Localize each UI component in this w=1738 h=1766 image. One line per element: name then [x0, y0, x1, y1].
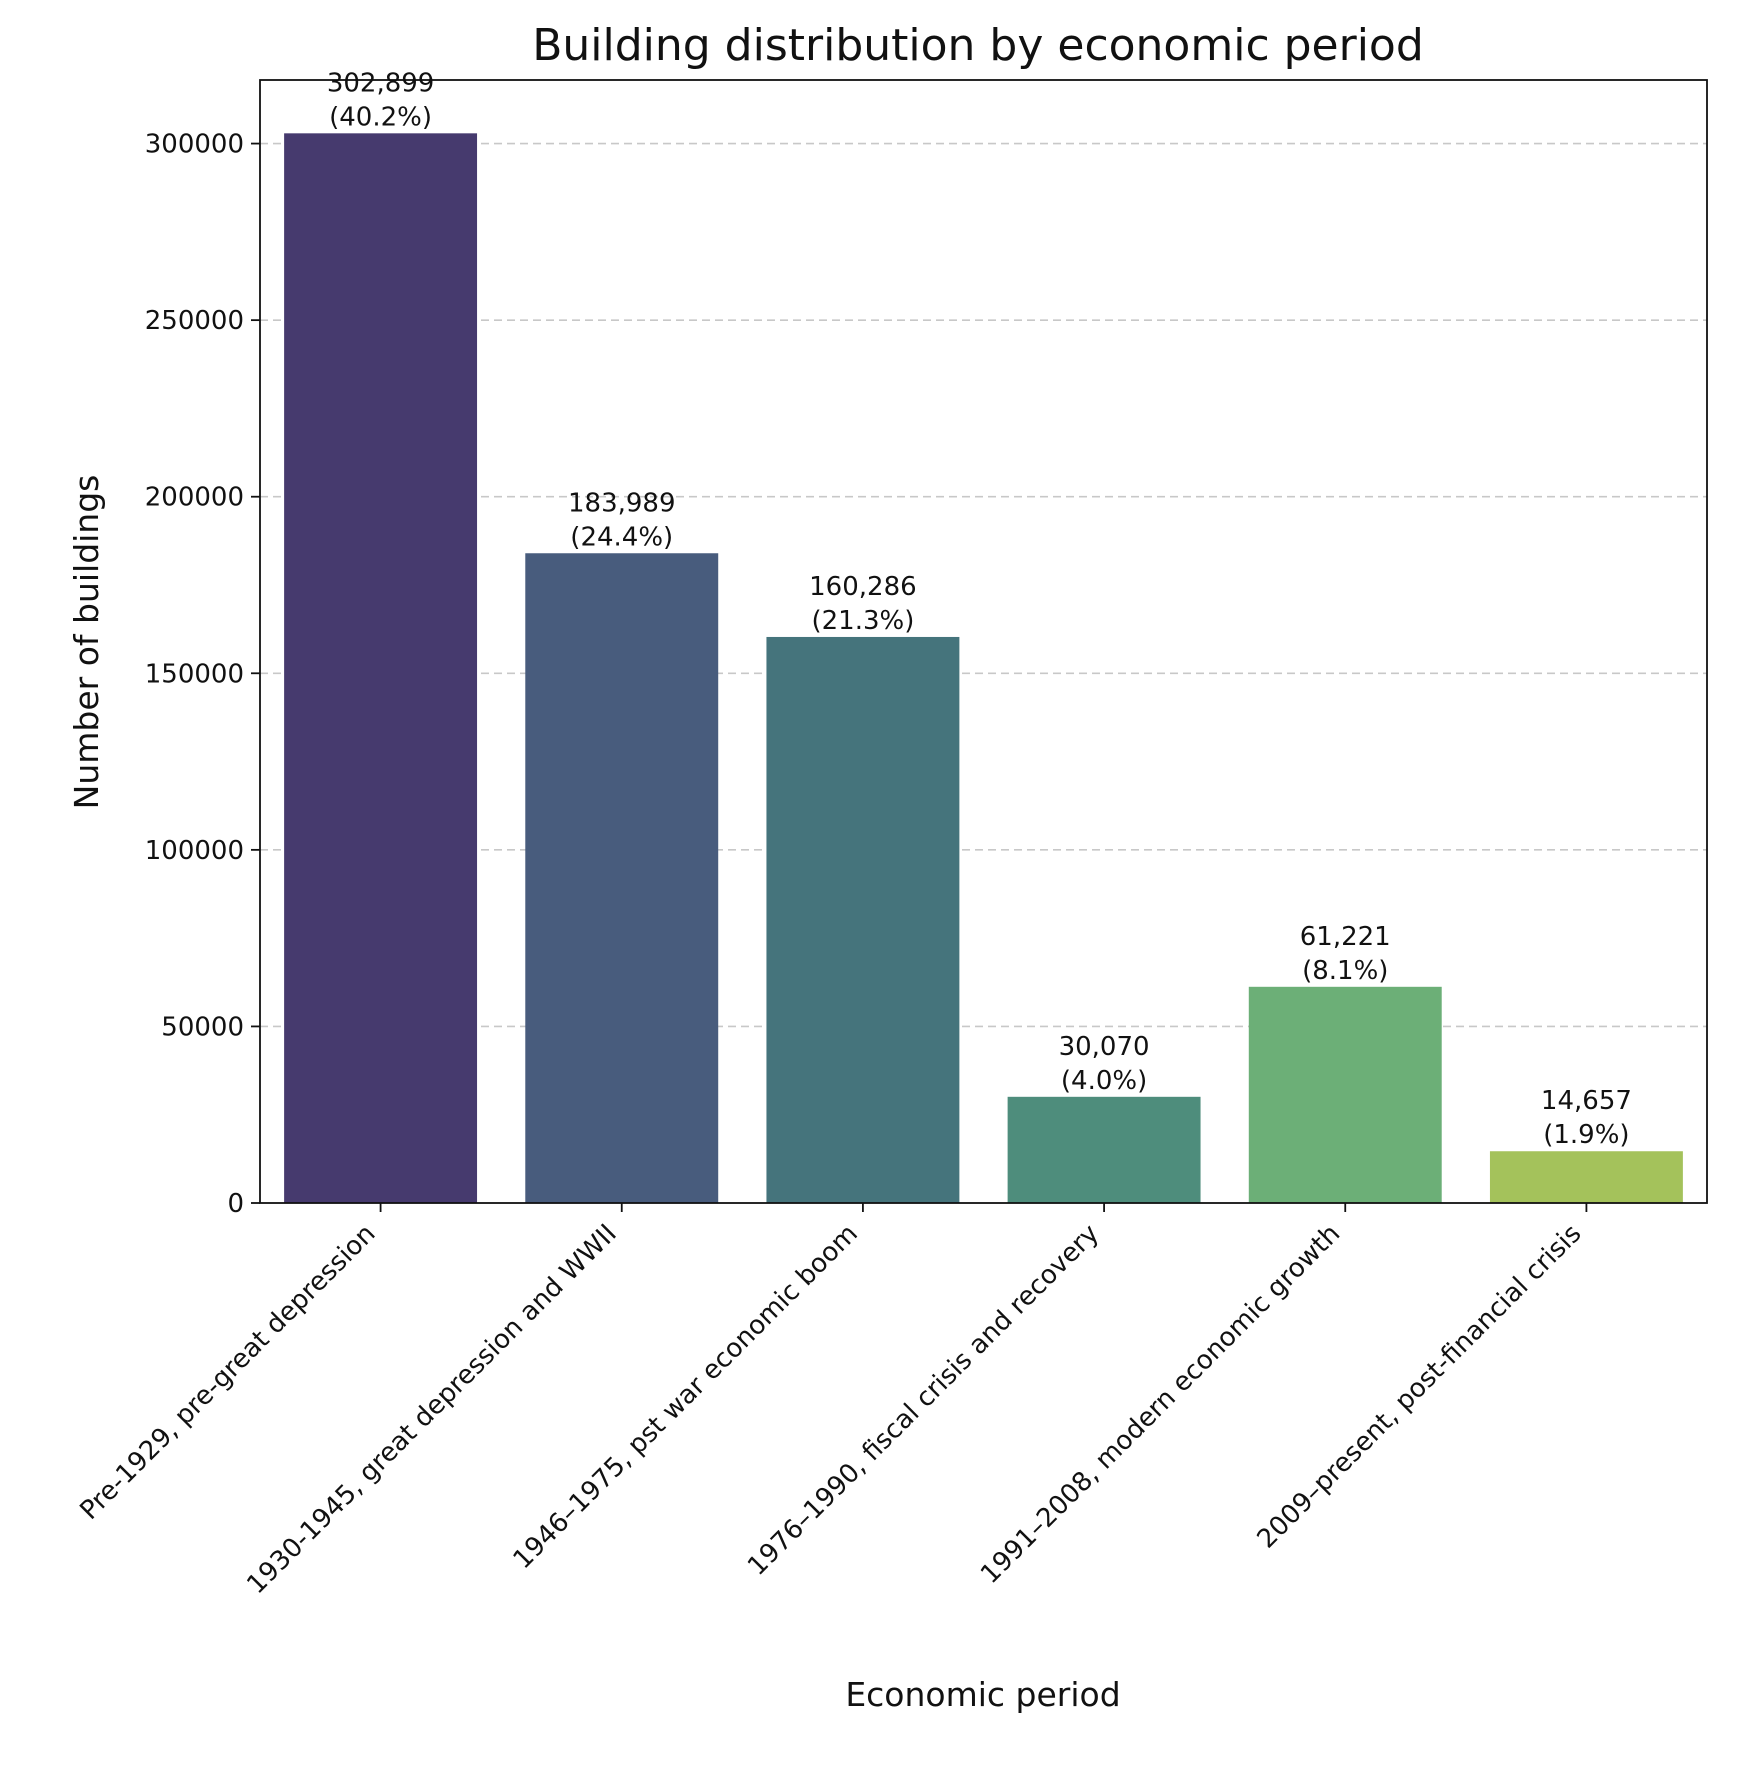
bars	[284, 133, 1683, 1203]
y-axis: 0 50000 100000 150000 200000 250000 300000	[145, 130, 260, 1219]
bar-value-label: 183,989	[568, 488, 676, 518]
bar-percent-label: (1.9%)	[1543, 1120, 1629, 1150]
bar-percent-label: (8.1%)	[1302, 956, 1388, 986]
bar-percent-label: (21.3%)	[811, 606, 914, 636]
bar-value-label: 302,899	[327, 68, 435, 98]
x-axis: Pre-1929, pre-great depression1930-1945,…	[74, 1203, 1587, 1600]
bar	[525, 553, 719, 1203]
gridlines	[260, 142, 1707, 1028]
bar-value-label: 160,286	[809, 572, 917, 602]
y-tick-label: 200000	[145, 483, 244, 513]
y-tick-label: 0	[227, 1189, 244, 1219]
x-axis-label: Economic period	[845, 1675, 1120, 1714]
y-tick-label: 100000	[145, 836, 244, 866]
y-tick-label: 50000	[161, 1012, 244, 1042]
bar	[766, 636, 960, 1203]
bar	[1489, 1151, 1683, 1203]
bar	[284, 133, 478, 1203]
bar-value-label: 30,070	[1059, 1032, 1150, 1062]
y-tick-label: 300000	[145, 130, 244, 160]
bar	[1248, 986, 1442, 1203]
y-tick-label: 250000	[145, 306, 244, 336]
y-axis-label: Number of buildings	[67, 475, 106, 810]
plot-frame	[259, 79, 1708, 1204]
chart-title: Building distribution by economic period	[532, 20, 1424, 71]
bar	[1007, 1096, 1201, 1203]
bar-percent-label: (4.0%)	[1061, 1066, 1147, 1096]
data-labels: 302,899 (40.2%) 183,989 (24.4%) 160,286 (21.3…	[327, 68, 1632, 1150]
bar-percent-label: (24.4%)	[570, 522, 673, 552]
x-tick-label: 1930-1945, great depression and WWII	[241, 1219, 622, 1600]
bar-percent-label: (40.2%)	[329, 102, 432, 132]
x-tick-label: Pre-1929, pre-great depression	[74, 1219, 381, 1526]
bar-value-label: 14,657	[1541, 1086, 1632, 1116]
bar-value-label: 61,221	[1300, 922, 1391, 952]
y-tick-label: 150000	[145, 659, 244, 689]
